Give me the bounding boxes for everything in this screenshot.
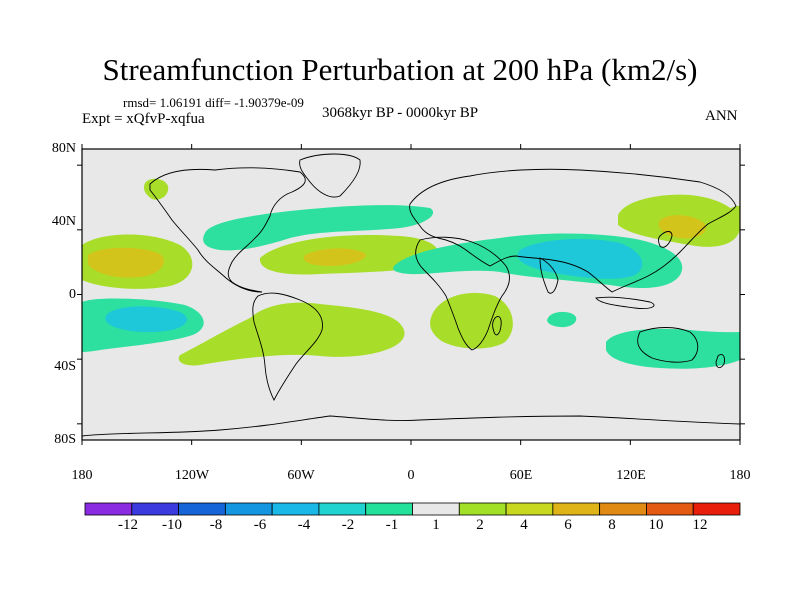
anomaly-positive-east-edge <box>728 205 740 223</box>
anomaly-negative-australia <box>606 328 740 369</box>
stats-text: rmsd= 1.06191 diff= -1.90379e-09 <box>123 95 304 110</box>
lat-label-0: 0 <box>69 287 76 302</box>
colorbar-label: 8 <box>608 517 616 533</box>
coast-south-america <box>252 292 323 402</box>
lat-label-40n: 40N <box>51 214 76 229</box>
colorbar-label: -1 <box>385 517 399 533</box>
colorbar-swatch <box>131 502 179 516</box>
anomaly-negative-indian-ocean <box>547 311 577 328</box>
colorbar-swatch <box>458 502 507 516</box>
anomaly-shading <box>82 178 740 369</box>
lat-label-40s: 40S <box>54 359 76 374</box>
coast-north-america <box>149 167 306 293</box>
colorbar-label: 1 <box>432 517 440 533</box>
coast-eurasia <box>409 168 737 293</box>
colorbar-label: -12 <box>118 517 138 533</box>
colorbar-label: 6 <box>564 517 572 533</box>
lon-label-180w: 180 <box>71 468 93 483</box>
colorbar-swatch <box>84 502 133 516</box>
coast-madagascar <box>492 315 502 336</box>
anomaly-negative-na-atlantic <box>203 205 434 251</box>
coast-new-zealand <box>715 353 725 369</box>
colorbar-swatch <box>692 502 741 516</box>
colorbar-label: -4 <box>297 517 311 533</box>
colorbar-label: 2 <box>476 517 484 533</box>
lon-label-120e: 120E <box>616 468 646 483</box>
lat-label-80n: 80N <box>51 141 76 156</box>
coast-greenland <box>299 153 361 198</box>
season-text: ANN <box>705 108 738 124</box>
lon-label-180e: 180 <box>729 468 751 483</box>
axis-ticks <box>77 144 745 445</box>
coast-india <box>539 257 559 294</box>
colorbar-swatch <box>505 502 554 516</box>
colorbar-swatch <box>412 502 460 516</box>
map-panel <box>77 144 745 445</box>
experiment-text: Expt = xQfvP-xqfua <box>82 111 205 127</box>
lat-label-80s: 80S <box>54 432 76 447</box>
chart-title: Streamfunction Perturbation at 200 hPa (… <box>102 52 698 87</box>
colorbar <box>84 502 741 516</box>
colorbar-label: 12 <box>692 517 708 533</box>
coast-antarctica <box>82 415 740 437</box>
anomaly-positive-npacific-west-core <box>88 247 164 278</box>
colorbar-swatch <box>271 502 320 516</box>
coast-indonesia <box>595 296 655 309</box>
colorbar-swatch <box>646 502 694 516</box>
anomaly-positive-africa <box>430 292 513 349</box>
coast-japan <box>658 231 673 248</box>
colorbar-label: -10 <box>162 517 182 533</box>
period-text: 3068kyr BP - 0000kyr BP <box>322 105 479 121</box>
anomaly-negative-spacific-core <box>105 306 187 333</box>
anomaly-positive-south-america <box>178 302 405 366</box>
lon-label-60w: 60W <box>287 468 315 483</box>
lon-label-0: 0 <box>407 468 415 483</box>
anomaly-negative-asia-core <box>517 238 643 279</box>
colorbar-swatch <box>599 502 647 516</box>
colorbar-swatch <box>224 502 273 516</box>
colorbar-label: -6 <box>253 517 267 533</box>
coast-africa <box>415 236 510 351</box>
colorbar-label: -2 <box>341 517 355 533</box>
coast-australia <box>637 327 699 363</box>
colorbar-label: -8 <box>209 517 223 533</box>
colorbar-swatch <box>365 502 413 516</box>
anomaly-positive-atlantic-core <box>303 248 366 266</box>
lon-label-120w: 120W <box>174 468 210 483</box>
colorbar-swatch <box>552 502 601 516</box>
colorbar-swatch <box>318 502 367 516</box>
coastlines <box>82 153 740 437</box>
colorbar-label: 4 <box>520 517 528 533</box>
colorbar-label: 10 <box>648 517 664 533</box>
lon-label-60e: 60E <box>509 468 533 483</box>
colorbar-swatch <box>178 502 226 516</box>
map-background <box>82 149 740 440</box>
